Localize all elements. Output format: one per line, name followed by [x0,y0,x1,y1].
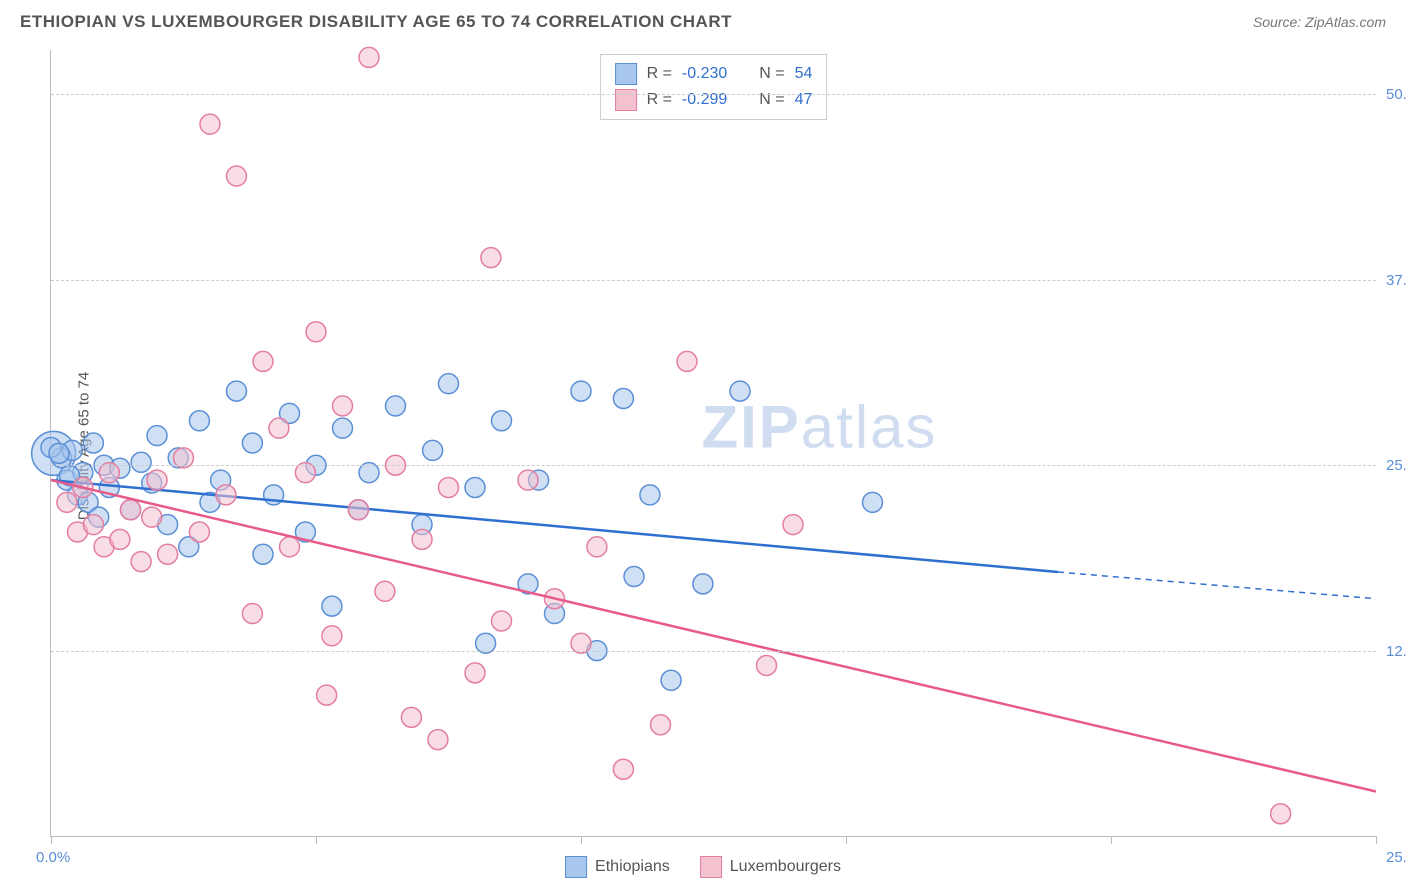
chart-title: ETHIOPIAN VS LUXEMBOURGER DISABILITY AGE… [20,12,732,32]
source-attribution: Source: ZipAtlas.com [1253,14,1386,30]
scatter-point [131,552,151,572]
legend-swatch [615,63,637,85]
x-tick [316,836,317,844]
scatter-point [269,418,289,438]
x-tick [1111,836,1112,844]
scatter-point [640,485,660,505]
scatter-point [189,522,209,542]
scatter-point [333,418,353,438]
scatter-point [730,381,750,401]
scatter-point [131,452,151,472]
scatter-point [200,114,220,134]
scatter-point [492,611,512,631]
scatter-point [428,730,448,750]
scatter-point [142,507,162,527]
scatter-point [386,396,406,416]
scatter-point [492,411,512,431]
x-tick-label: 0.0% [36,849,70,866]
scatter-point [465,477,485,497]
scatter-point [333,396,353,416]
y-tick-label: 25.0% [1386,457,1406,474]
x-tick [581,836,582,844]
gridline-horizontal [51,465,1376,466]
scatter-point [306,322,326,342]
scatter-point [189,411,209,431]
scatter-point [280,537,300,557]
gridline-horizontal [51,94,1376,95]
scatter-point [624,566,644,586]
scatter-point [1271,804,1291,824]
scatter-point [613,389,633,409]
scatter-point [317,685,337,705]
scatter-point [693,574,713,594]
legend-label: Ethiopians [595,858,670,876]
correlation-legend: R = -0.230 N = 54 R = -0.299N = 47 [600,54,828,120]
scatter-point [348,500,368,520]
scatter-point [757,655,777,675]
legend-swatch [565,856,587,878]
legend-n-label: N = [759,65,784,83]
legend-swatch [615,89,637,111]
scatter-point [83,515,103,535]
chart-plot-area: ZIPatlas R = -0.230N = 54R = -0.299N = 4… [50,50,1376,837]
scatter-point [121,500,141,520]
regression-line-dashed [1058,572,1376,599]
x-tick [846,836,847,844]
scatter-point [571,381,591,401]
scatter-point [322,596,342,616]
gridline-horizontal [51,651,1376,652]
y-tick-label: 12.5% [1386,643,1406,660]
x-tick [1376,836,1377,844]
scatter-point [661,670,681,690]
scatter-point [677,351,697,371]
legend-row: R = -0.230 N = 54 [615,61,813,87]
scatter-point [587,537,607,557]
legend-row: R = -0.299N = 47 [615,87,813,113]
scatter-point [216,485,236,505]
scatter-point [158,544,178,564]
legend-label: Luxembourgers [730,858,841,876]
scatter-point [401,707,421,727]
scatter-point [613,759,633,779]
series-legend: Ethiopians Luxembourgers [565,856,841,878]
legend-r-label: R = [647,65,672,83]
scatter-point [412,529,432,549]
scatter-point [651,715,671,735]
scatter-point [518,470,538,490]
legend-r-value: -0.230 [682,65,727,83]
x-tick [51,836,52,844]
legend-swatch [700,856,722,878]
scatter-point [147,470,167,490]
scatter-point [465,663,485,683]
scatter-point [439,477,459,497]
scatter-point [49,443,69,463]
scatter-point [863,492,883,512]
legend-item: Ethiopians [565,856,670,878]
scatter-point [253,544,273,564]
scatter-point [242,433,262,453]
scatter-point [242,604,262,624]
regression-line [51,480,1376,791]
scatter-point [481,248,501,268]
scatter-svg [51,50,1376,836]
scatter-point [110,529,130,549]
scatter-point [147,426,167,446]
scatter-point [359,47,379,67]
legend-item: Luxembourgers [700,856,841,878]
scatter-point [227,381,247,401]
y-tick-label: 50.0% [1386,86,1406,103]
scatter-point [439,374,459,394]
scatter-point [83,433,103,453]
scatter-point [322,626,342,646]
gridline-horizontal [51,280,1376,281]
scatter-point [423,440,443,460]
scatter-point [375,581,395,601]
scatter-point [253,351,273,371]
scatter-point [57,492,77,512]
y-tick-label: 37.5% [1386,272,1406,289]
legend-n-value: 54 [795,65,813,83]
x-tick-label: 25.0% [1386,849,1406,866]
scatter-point [227,166,247,186]
scatter-point [783,515,803,535]
